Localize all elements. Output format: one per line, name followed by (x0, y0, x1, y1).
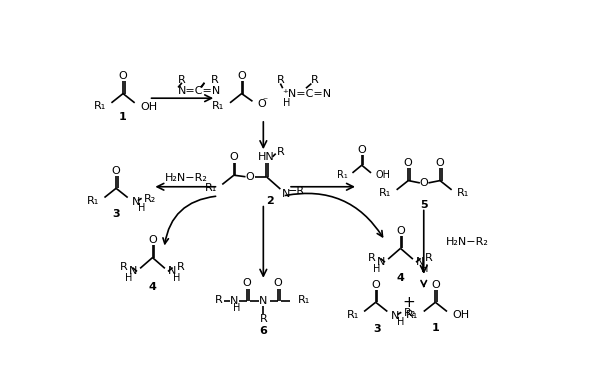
Text: 1: 1 (119, 112, 127, 122)
Text: R₁: R₁ (212, 101, 224, 111)
Text: O: O (229, 152, 238, 162)
Text: O: O (148, 235, 157, 245)
Text: R₁: R₁ (457, 188, 469, 198)
Text: R: R (425, 253, 433, 262)
Text: O: O (436, 158, 445, 168)
Text: O: O (246, 172, 254, 182)
Text: 4: 4 (149, 282, 157, 292)
Text: H₂N−R₂: H₂N−R₂ (445, 237, 488, 247)
Text: R₂: R₂ (144, 194, 156, 204)
Text: R₁: R₁ (94, 101, 106, 111)
Text: H: H (125, 274, 133, 283)
Text: ⁺N=C=N: ⁺N=C=N (283, 89, 332, 99)
Text: 2: 2 (266, 196, 274, 206)
Text: R: R (259, 314, 267, 324)
Text: 5: 5 (420, 200, 428, 210)
Text: N=C=N: N=C=N (178, 86, 221, 96)
Text: R₁: R₁ (337, 170, 348, 180)
Text: N: N (282, 189, 290, 199)
Text: H: H (373, 264, 380, 274)
Text: O: O (419, 178, 428, 188)
Text: O: O (112, 165, 121, 176)
Text: 4: 4 (397, 273, 404, 283)
Text: R: R (215, 295, 222, 305)
Text: O: O (431, 280, 440, 290)
Text: +: + (402, 295, 415, 310)
Text: N: N (128, 267, 137, 277)
Text: O: O (274, 278, 283, 288)
Text: 1: 1 (431, 323, 439, 333)
Text: R₁: R₁ (298, 295, 310, 305)
Text: H: H (283, 98, 290, 108)
Text: H: H (138, 203, 145, 213)
Text: H: H (397, 317, 405, 327)
Text: R: R (311, 76, 319, 86)
Text: R: R (178, 75, 186, 85)
Text: R₁: R₁ (346, 309, 359, 320)
Text: R₂: R₂ (404, 308, 416, 318)
Text: 6: 6 (259, 326, 267, 336)
Text: N: N (391, 311, 400, 321)
Text: R: R (178, 262, 185, 272)
Text: HN: HN (258, 152, 275, 162)
Text: OH: OH (452, 310, 470, 320)
Text: R: R (120, 262, 128, 272)
Text: 3: 3 (112, 209, 120, 219)
Text: 3: 3 (373, 324, 381, 334)
Text: O: O (404, 158, 413, 168)
Text: R₁: R₁ (406, 309, 418, 320)
Text: N: N (131, 197, 140, 207)
Text: R: R (368, 253, 376, 262)
Text: O: O (119, 71, 127, 81)
Text: O: O (396, 226, 405, 236)
Text: H: H (173, 274, 180, 283)
Text: H: H (421, 264, 428, 274)
Text: R₁: R₁ (205, 183, 217, 193)
Text: R: R (277, 147, 285, 157)
Text: N: N (168, 267, 176, 277)
Text: H₂N−R₂: H₂N−R₂ (164, 173, 207, 183)
Text: ⁻: ⁻ (263, 96, 268, 106)
Text: N: N (377, 257, 385, 267)
Text: O: O (257, 99, 266, 109)
Text: R₁: R₁ (379, 188, 391, 198)
Text: R: R (211, 75, 218, 85)
Text: R₁: R₁ (87, 196, 99, 206)
Text: O: O (358, 145, 366, 155)
Text: O: O (237, 71, 246, 81)
Text: N: N (259, 296, 268, 306)
Text: R: R (277, 76, 284, 86)
Text: O: O (242, 278, 251, 288)
Text: −R: −R (288, 186, 305, 196)
Text: N: N (230, 296, 238, 306)
Text: N: N (416, 257, 424, 267)
Text: H: H (233, 303, 241, 313)
Text: OH: OH (140, 102, 157, 112)
Text: O: O (371, 280, 380, 290)
Text: OH: OH (376, 170, 391, 180)
